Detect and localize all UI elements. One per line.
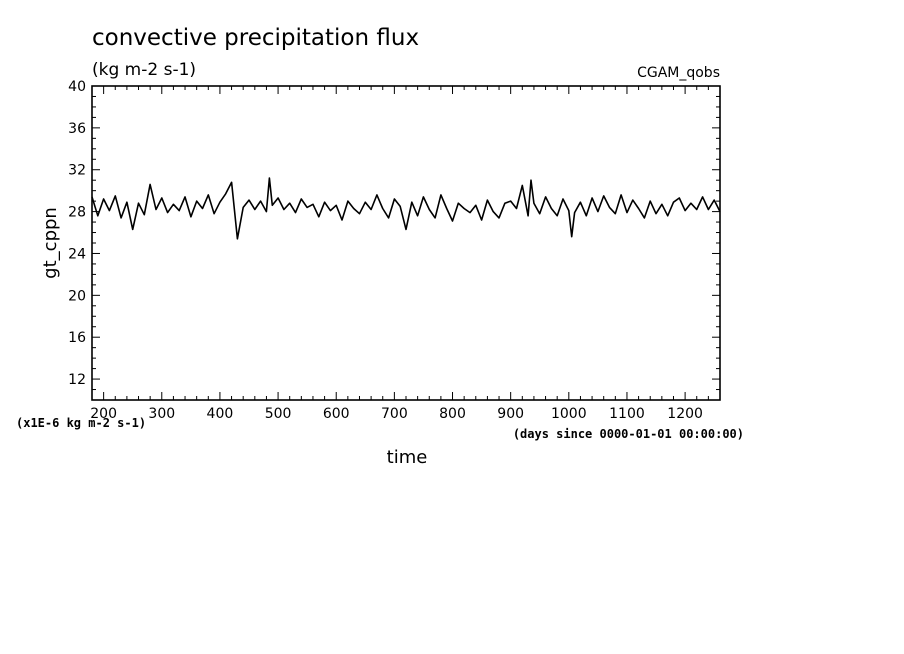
- x-tick-label: 200: [90, 406, 117, 422]
- series-layer: [91, 177, 721, 240]
- chart-subtitle: (kg m-2 s-1): [92, 60, 196, 80]
- x-tick-label: 400: [207, 406, 234, 422]
- y-tick-label: 32: [68, 163, 86, 179]
- x-tick-label: 300: [148, 406, 175, 422]
- series-line: [91, 177, 721, 240]
- y-tick-label: 16: [68, 330, 86, 346]
- y-axis-ticks: 12 16 20 24 28 32 36 40: [68, 79, 720, 401]
- x-tick-label: 1100: [609, 406, 645, 422]
- x-axis-label: time: [387, 447, 428, 468]
- y-scale-note: (x1E-6 kg m-2 s-1): [16, 416, 146, 430]
- x-tick-label: 900: [497, 406, 524, 422]
- x-axis-ticks: 200 300 400 500 600 700 800 900 1000 1100 1200: [90, 86, 721, 422]
- x-tick-label: 800: [439, 406, 466, 422]
- y-tick-label: 20: [68, 288, 86, 304]
- y-axis-label: gt_cppn: [40, 207, 61, 279]
- run-label: CGAM_qobs: [637, 65, 720, 81]
- y-tick-label: 36: [68, 121, 86, 137]
- y-tick-label: 12: [68, 372, 86, 388]
- x-tick-label: 500: [265, 406, 292, 422]
- x-unit-note: (days since 0000-01-01 00:00:00): [513, 427, 744, 441]
- y-tick-label: 28: [68, 205, 86, 221]
- chart-title: convective precipitation flux: [92, 25, 419, 51]
- y-tick-label: 40: [68, 79, 86, 95]
- x-tick-label: 1200: [667, 406, 703, 422]
- plot-frame: [91, 85, 721, 401]
- x-tick-label: 1000: [551, 406, 587, 422]
- x-tick-label: 700: [381, 406, 408, 422]
- y-tick-label: 24: [68, 246, 86, 262]
- x-tick-label: 600: [323, 406, 350, 422]
